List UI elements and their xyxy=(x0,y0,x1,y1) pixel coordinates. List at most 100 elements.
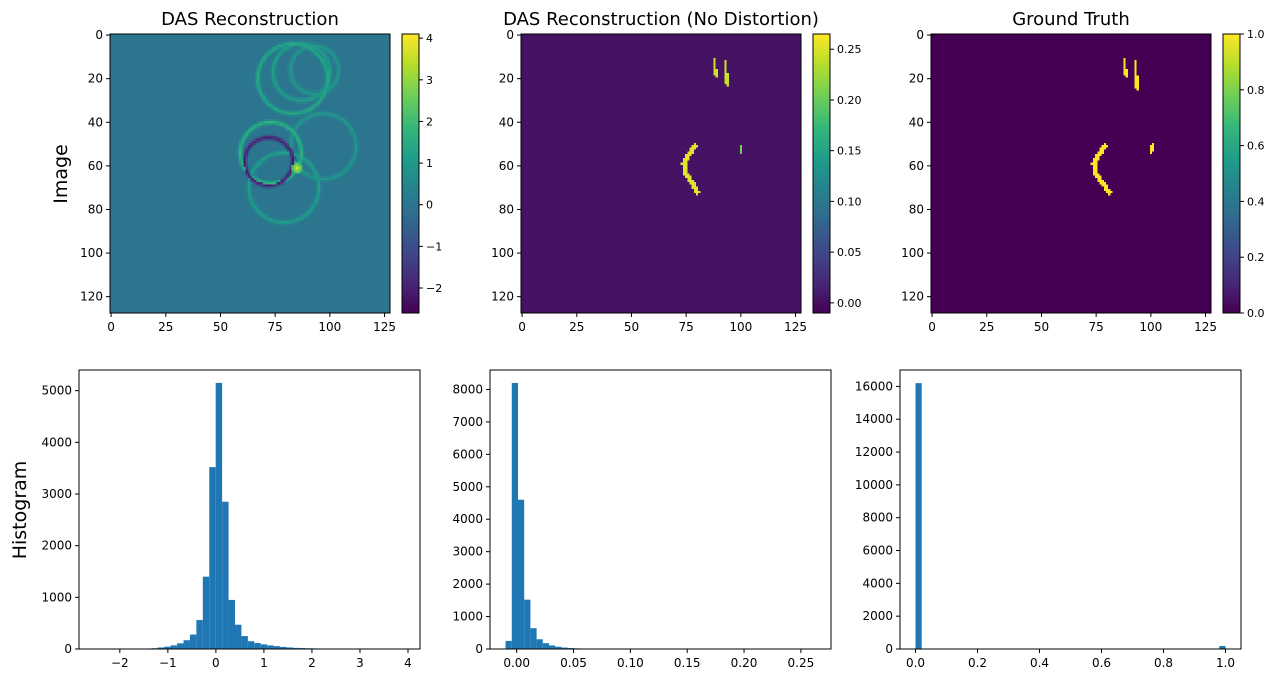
colorbar-tick-label: 0.2 xyxy=(1247,251,1265,264)
histogram-bar xyxy=(164,646,171,649)
colorbar-tick-label: 0.8 xyxy=(1247,84,1265,97)
histogram-bar xyxy=(202,576,210,649)
histogram-bar xyxy=(247,641,255,649)
x-tick-label: 0.00 xyxy=(503,656,530,670)
y-tick-label: 80 xyxy=(909,202,924,216)
y-tick-label: 20 xyxy=(88,72,103,86)
x-tick-label: 0.20 xyxy=(731,656,758,670)
y-tick-label: 1000 xyxy=(41,590,72,604)
y-tick-label: 0 xyxy=(506,28,514,42)
y-tick-label: 40 xyxy=(499,115,514,129)
y-tick-label: 16000 xyxy=(855,379,893,393)
colorbar-tick-label: 0.6 xyxy=(1247,140,1265,153)
y-tick-label: 60 xyxy=(909,159,924,173)
y-tick-label: 40 xyxy=(88,115,103,129)
histogram-bar xyxy=(222,501,229,649)
colorbar-tick-label: 0.05 xyxy=(837,246,862,259)
y-tick-label: 8000 xyxy=(862,511,893,525)
x-tick-label: 4 xyxy=(404,656,412,670)
y-tick-label: 120 xyxy=(491,290,514,304)
colorbar-tick-label: 0.20 xyxy=(837,94,862,107)
histogram-bar xyxy=(536,639,543,649)
histogram-bar xyxy=(517,499,525,649)
x-tick-label: 3 xyxy=(356,656,364,670)
image-panel-ground-truth: Ground Truth 0 25 50 75 100 125 0 20 40 60 80 100 120… xyxy=(901,9,1264,334)
y-tick-label: 2000 xyxy=(862,609,893,623)
colorbar-tick-label: 0.10 xyxy=(837,195,862,208)
y-tick-label: 40 xyxy=(909,115,924,129)
x-tick-label: 100 xyxy=(1139,320,1162,334)
histogram-bar xyxy=(542,643,550,649)
colorbar-tick-label: 2 xyxy=(426,115,433,128)
x-tick-label: 0.4 xyxy=(1030,656,1049,670)
colorbar-tick-label: 3 xyxy=(426,74,433,87)
histogram-bar xyxy=(555,646,562,649)
x-tick-label: 1.0 xyxy=(1216,656,1235,670)
y-tick-label: 0 xyxy=(95,28,103,42)
y-tick-label: 100 xyxy=(80,246,103,260)
histogram-bar xyxy=(524,599,531,649)
x-tick-label: 75 xyxy=(679,320,694,334)
y-tick-label: 7000 xyxy=(452,415,483,429)
histogram-bar xyxy=(561,647,568,649)
y-tick-label: 14000 xyxy=(855,412,893,426)
x-tick-label: 125 xyxy=(784,320,807,334)
x-tick-label: 0 xyxy=(928,320,936,334)
histogram-bar xyxy=(260,644,268,649)
row-label-image: Image xyxy=(50,144,72,204)
histogram-bar xyxy=(1219,645,1226,649)
y-tick-label: 8000 xyxy=(452,382,483,396)
histogram-bar xyxy=(286,647,293,649)
histogram-bar xyxy=(228,599,235,649)
colorbar-tick-label: −2 xyxy=(426,282,442,295)
histogram-bar xyxy=(209,467,216,649)
x-tick-label: 0 xyxy=(518,320,526,334)
x-tick-label: −2 xyxy=(111,656,129,670)
plot-frame xyxy=(78,369,421,650)
panel-title: DAS Reconstruction (No Distortion) xyxy=(503,9,819,30)
histogram-bar xyxy=(234,624,242,649)
y-tick-label: 100 xyxy=(491,246,514,260)
y-tick-label: 0 xyxy=(475,642,483,656)
x-tick-label: 50 xyxy=(213,320,228,334)
x-tick-label: 0.2 xyxy=(968,656,987,670)
y-tick-label: 12000 xyxy=(855,445,893,459)
x-tick-label: 0.05 xyxy=(560,656,587,670)
x-tick-label: 75 xyxy=(1089,320,1104,334)
y-tick-label: 20 xyxy=(909,72,924,86)
x-tick-label: −1 xyxy=(159,656,177,670)
x-tick-label: 0.15 xyxy=(674,656,701,670)
histogram-bar xyxy=(189,634,197,649)
histogram-bar xyxy=(292,647,300,649)
histogram-bar xyxy=(549,645,556,649)
y-tick-label: 3000 xyxy=(41,487,72,501)
colorbar-tick-label: 0.0 xyxy=(1247,307,1265,320)
x-tick-label: 50 xyxy=(1034,320,1049,334)
y-tick-label: 60 xyxy=(499,159,514,173)
colorbar xyxy=(813,34,830,313)
histogram-bar xyxy=(273,646,281,649)
y-tick-label: 0 xyxy=(885,642,893,656)
y-tick-label: 0 xyxy=(916,28,924,42)
colorbar-tick-label: 1 xyxy=(426,157,433,170)
x-tick-label: 125 xyxy=(373,320,396,334)
x-tick-label: 25 xyxy=(979,320,994,334)
y-tick-label: 20 xyxy=(499,72,514,86)
colorbar-tick-label: 0 xyxy=(426,199,433,212)
y-tick-label: 80 xyxy=(88,202,103,216)
y-tick-label: 0 xyxy=(64,642,72,656)
plot-frame xyxy=(520,33,802,314)
x-tick-label: 100 xyxy=(318,320,341,334)
histogram-bar xyxy=(157,647,165,649)
colorbar-tick-label: 0.25 xyxy=(837,43,862,56)
histogram-bar xyxy=(177,643,184,649)
x-tick-label: 75 xyxy=(268,320,283,334)
x-tick-label: 0.6 xyxy=(1092,656,1111,670)
x-tick-label: 2 xyxy=(308,656,316,670)
panel-title: DAS Reconstruction xyxy=(161,9,339,30)
y-tick-label: 6000 xyxy=(862,544,893,558)
colorbar-tick-label: 1.0 xyxy=(1247,28,1265,41)
histogram-bar xyxy=(196,620,203,649)
y-tick-label: 2000 xyxy=(452,577,483,591)
